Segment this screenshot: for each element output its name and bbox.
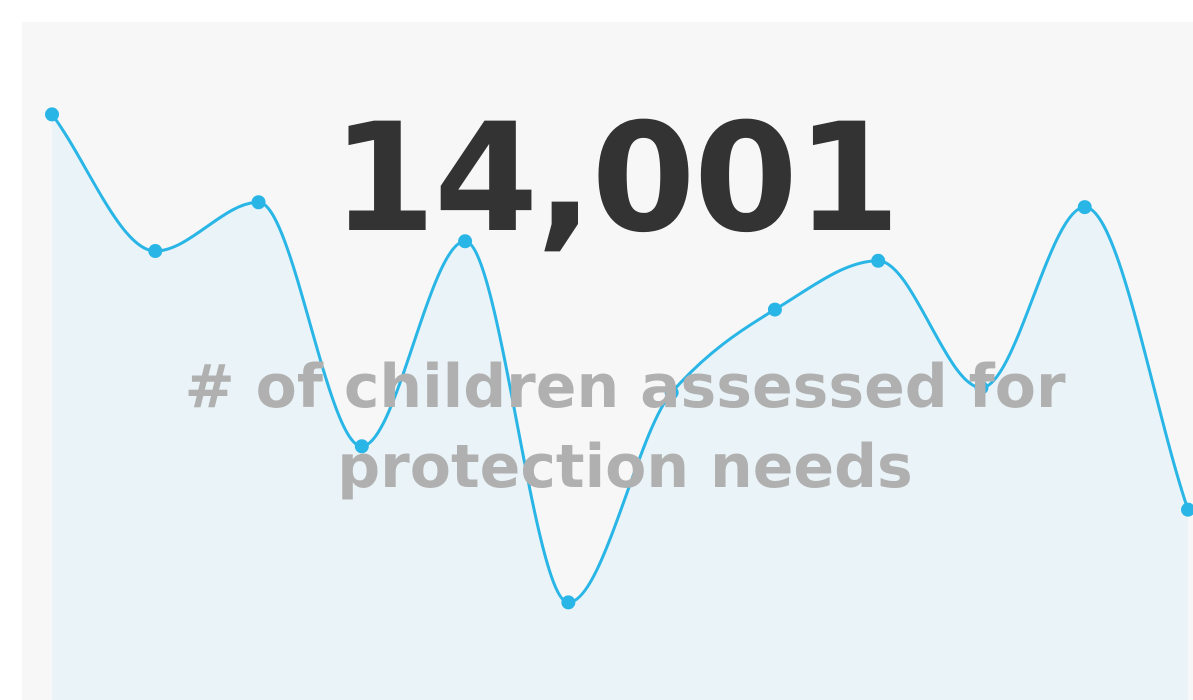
data-point: [871, 253, 886, 268]
data-point: [767, 302, 782, 317]
kpi-card: 14,001 # of children assessed for protec…: [22, 22, 1193, 700]
kpi-value: 14,001: [331, 92, 901, 266]
sparkline-points: [45, 107, 1193, 610]
data-point: [354, 439, 369, 454]
data-point: [1181, 502, 1193, 517]
data-point: [1077, 200, 1092, 215]
data-point: [148, 244, 163, 259]
data-point: [561, 595, 576, 610]
kpi-label: # of children assessed for protection ne…: [184, 352, 1066, 502]
sparkline-chart: [45, 107, 1193, 700]
sparkline-line: [50, 113, 1190, 604]
data-point: [458, 234, 473, 249]
sparkline-area: [52, 114, 1188, 700]
data-point: [45, 107, 59, 122]
data-point: [251, 195, 266, 210]
data-point: [974, 380, 989, 395]
data-point: [664, 385, 679, 400]
